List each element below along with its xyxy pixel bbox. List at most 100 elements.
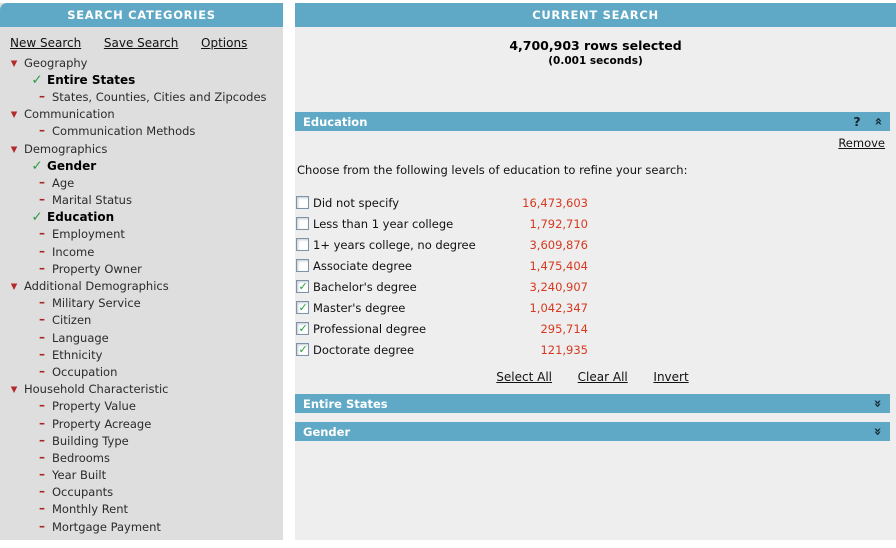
option-checkbox[interactable]	[296, 196, 309, 209]
expand-down-icon[interactable]	[871, 427, 884, 435]
option-checkbox[interactable]	[296, 217, 309, 230]
tree-item[interactable]: Year Built	[0, 467, 283, 484]
tree-item[interactable]: Monthly Rent	[0, 501, 283, 518]
triangle-down-icon	[7, 142, 21, 156]
tree-item[interactable]: Military Service	[0, 295, 283, 312]
tree-item-label[interactable]: Building Type	[52, 433, 129, 448]
tree-item-label[interactable]: Communication	[24, 107, 115, 122]
tree-item[interactable]: Gender	[0, 157, 283, 174]
tree-item[interactable]: Bedrooms	[0, 449, 283, 466]
tree-item[interactable]: Occupants	[0, 484, 283, 501]
tree-item[interactable]: Household Characteristic	[0, 381, 283, 398]
tree-item-label[interactable]: Marital Status	[52, 193, 132, 208]
action-link[interactable]: Clear All	[577, 370, 628, 384]
education-option-row: Bachelor's degree 3,240,907	[296, 276, 588, 297]
option-count: 121,935	[540, 342, 588, 357]
tree-item[interactable]: Occupation	[0, 363, 283, 380]
category-tree: Geography Entire States States, Counties…	[0, 54, 283, 535]
education-options: Did not specify 16,473,603 Less than 1 y…	[295, 192, 588, 360]
tree-item-label[interactable]: Year Built	[52, 468, 107, 483]
tree-item-label[interactable]: States, Counties, Cities and Zipcodes	[52, 89, 267, 104]
tree-item[interactable]: States, Counties, Cities and Zipcodes	[0, 88, 283, 105]
option-checkbox[interactable]	[296, 280, 309, 293]
remove-link[interactable]: Remove	[838, 136, 885, 150]
tree-item-label[interactable]: Property Acreage	[52, 416, 152, 431]
option-label: Associate degree	[313, 258, 412, 273]
collapsed-section-bar[interactable]: Gender	[295, 422, 890, 441]
education-option-row: Doctorate degree 121,935	[296, 339, 588, 360]
current-search-header: CURRENT SEARCH	[295, 3, 896, 27]
tree-item-label[interactable]: Property Value	[52, 399, 136, 414]
tree-item[interactable]: Additional Demographics	[0, 277, 283, 294]
tree-item-label[interactable]: Mortgage Payment	[52, 519, 161, 534]
option-label: Less than 1 year college	[313, 216, 454, 231]
tree-item[interactable]: Marital Status	[0, 192, 283, 209]
expand-down-icon[interactable]	[871, 399, 884, 407]
tree-item[interactable]: Property Acreage	[0, 415, 283, 432]
tree-item-label[interactable]: Citizen	[52, 313, 92, 328]
tree-item[interactable]: Income	[0, 243, 283, 260]
dash-icon	[35, 520, 49, 534]
tree-item-label[interactable]: Communication Methods	[52, 124, 196, 139]
dash-icon	[35, 193, 49, 207]
option-count: 1,475,404	[529, 258, 588, 273]
option-checkbox[interactable]	[296, 259, 309, 272]
education-section-bar[interactable]: Education ?	[295, 112, 890, 131]
tree-item[interactable]: Employment	[0, 226, 283, 243]
action-link[interactable]: Invert	[653, 370, 689, 384]
tree-item-label[interactable]: Additional Demographics	[24, 279, 169, 294]
option-label: 1+ years college, no degree	[313, 237, 476, 252]
dash-icon	[35, 348, 49, 362]
dash-icon	[35, 485, 49, 499]
sidebar-links: New Search Save Search Options	[0, 27, 283, 52]
triangle-down-icon	[7, 107, 21, 121]
tree-item-label[interactable]: Employment	[52, 227, 125, 242]
dash-icon	[35, 417, 49, 431]
remove-row: Remove	[295, 131, 890, 150]
tree-item[interactable]: Geography	[0, 54, 283, 71]
tree-item-label[interactable]: Bedrooms	[52, 450, 111, 465]
sidebar-link[interactable]: Save Search	[103, 36, 179, 50]
option-checkbox[interactable]	[296, 238, 309, 251]
tree-item-label[interactable]: Geography	[24, 55, 88, 70]
tree-item-label[interactable]: Household Characteristic	[24, 382, 169, 397]
tree-item[interactable]: Language	[0, 329, 283, 346]
tree-item-label[interactable]: Age	[52, 175, 75, 190]
tree-item-label[interactable]: Military Service	[52, 296, 141, 311]
tree-item[interactable]: Communication Methods	[0, 123, 283, 140]
tree-item[interactable]: Property Owner	[0, 260, 283, 277]
tree-item[interactable]: Building Type	[0, 432, 283, 449]
tree-item-label[interactable]: Gender	[47, 158, 97, 173]
action-link[interactable]: Select All	[496, 370, 553, 384]
education-section: Education ? Remove Choose from the follo…	[295, 112, 890, 394]
tree-item-label[interactable]: Ethnicity	[52, 347, 103, 362]
collapsed-section-bar[interactable]: Entire States	[295, 394, 890, 413]
option-checkbox[interactable]	[296, 343, 309, 356]
tree-item[interactable]: Property Value	[0, 398, 283, 415]
tree-item[interactable]: Mortgage Payment	[0, 518, 283, 535]
tree-item[interactable]: Communication	[0, 106, 283, 123]
tree-item[interactable]: Demographics	[0, 140, 283, 157]
sidebar-link[interactable]: Options	[201, 36, 248, 50]
tree-item-label[interactable]: Demographics	[24, 141, 108, 156]
tree-item-label[interactable]: Monthly Rent	[52, 502, 129, 517]
tree-item[interactable]: Age	[0, 174, 283, 191]
collapse-up-icon[interactable]	[871, 117, 884, 125]
tree-item-label[interactable]: Occupation	[52, 364, 118, 379]
tree-item[interactable]: Education	[0, 209, 283, 226]
help-icon[interactable]: ?	[853, 114, 861, 129]
tree-item-label[interactable]: Language	[52, 330, 109, 345]
tree-item-label[interactable]: Occupants	[52, 485, 114, 500]
search-categories-header: SEARCH CATEGORIES	[0, 3, 283, 27]
option-checkbox[interactable]	[296, 301, 309, 314]
sidebar-link[interactable]: New Search	[10, 36, 82, 50]
tree-item-label[interactable]: Income	[52, 244, 95, 259]
tree-item-label[interactable]: Property Owner	[52, 261, 142, 276]
tree-item[interactable]: Ethnicity	[0, 346, 283, 363]
tree-item-label[interactable]: Entire States	[47, 72, 136, 87]
tree-item[interactable]: Entire States	[0, 71, 283, 88]
option-checkbox[interactable]	[296, 322, 309, 335]
tree-item-label[interactable]: Education	[47, 210, 115, 225]
education-actions: Select All Clear All Invert	[295, 360, 890, 394]
tree-item[interactable]: Citizen	[0, 312, 283, 329]
